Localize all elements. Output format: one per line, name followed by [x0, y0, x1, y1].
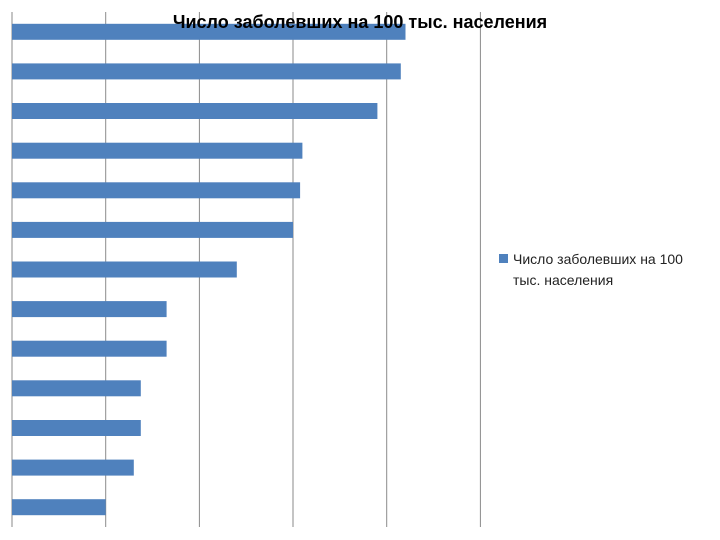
bar [12, 23, 406, 40]
bar [12, 182, 301, 199]
bar [12, 142, 303, 159]
bar [12, 459, 134, 476]
bar [12, 63, 401, 80]
legend-swatch [499, 254, 508, 263]
bar [12, 380, 141, 397]
legend: Число заболевших на 100 тыс. населения [499, 251, 683, 288]
legend-label: Число заболевших на 100 тыс. населения [513, 251, 683, 288]
bar [12, 420, 141, 436]
bar [12, 499, 106, 516]
bars [12, 23, 406, 516]
bar [12, 301, 167, 318]
chart-title: Число заболевших на 100 тыс. населения [173, 12, 547, 32]
bar [12, 221, 293, 238]
bar [12, 103, 378, 119]
bar [12, 340, 167, 357]
bar [12, 261, 237, 278]
